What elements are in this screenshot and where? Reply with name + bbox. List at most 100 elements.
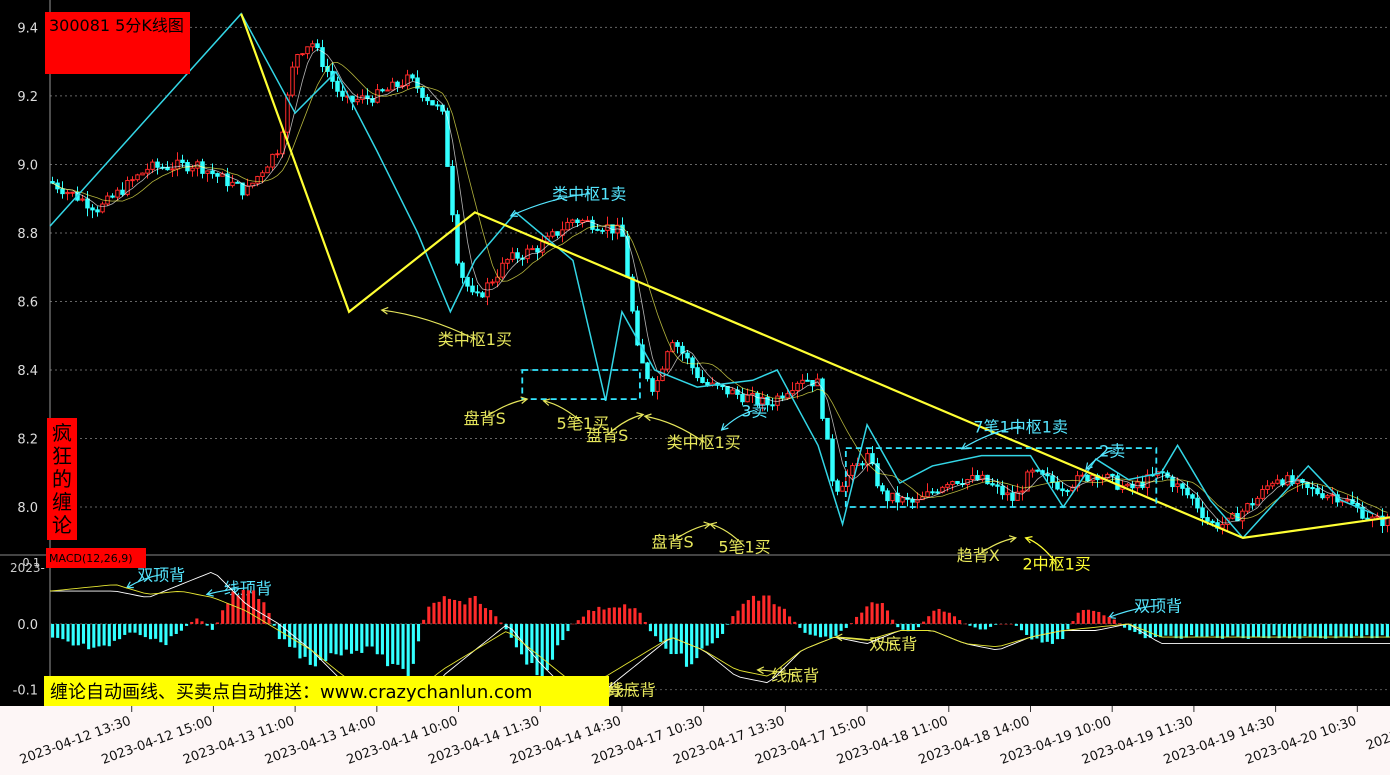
chan-strokes bbox=[49, 12, 1390, 540]
candle-body bbox=[635, 310, 640, 346]
macd-bar bbox=[535, 623, 539, 676]
candle-body bbox=[770, 404, 775, 407]
candle-body bbox=[880, 485, 885, 492]
candle-body bbox=[125, 179, 130, 195]
annotation-label: 盘背S bbox=[652, 532, 694, 551]
macd-bar bbox=[1019, 623, 1024, 631]
candle-body bbox=[655, 380, 660, 392]
candle-body bbox=[650, 378, 655, 392]
annotation-label: 盘背S bbox=[464, 409, 506, 428]
macd-bar bbox=[1329, 623, 1333, 636]
candle-body bbox=[1295, 479, 1300, 485]
annotation-arrow bbox=[961, 425, 1021, 450]
macd-bar bbox=[51, 623, 55, 638]
annotation-label: 双底背 bbox=[869, 635, 917, 654]
candle-body bbox=[720, 384, 725, 388]
macd-bar bbox=[427, 606, 431, 624]
candle-body bbox=[860, 463, 865, 466]
candle-body bbox=[115, 189, 120, 198]
candle-body bbox=[995, 484, 1000, 487]
candle-body bbox=[725, 386, 730, 395]
macd-bar bbox=[875, 603, 879, 624]
candle-body bbox=[205, 170, 210, 174]
candle-body bbox=[180, 159, 185, 163]
macd-bar bbox=[107, 623, 111, 647]
macd-bar bbox=[855, 616, 859, 624]
annotation-label: 5笔1买 bbox=[718, 537, 770, 556]
macd-bar bbox=[1226, 623, 1230, 638]
macd-bar bbox=[1251, 623, 1255, 638]
macd-bar bbox=[1014, 623, 1018, 626]
macd-bar bbox=[607, 607, 611, 624]
macd-bar bbox=[447, 598, 451, 624]
candle-body bbox=[970, 475, 975, 481]
macd-bar bbox=[1220, 623, 1225, 639]
annotation-label: 2中枢1买 bbox=[1022, 555, 1090, 574]
macd-bar bbox=[581, 616, 585, 624]
candle-body bbox=[1365, 517, 1370, 520]
side-label: 疯 狂 的 缠 论 bbox=[52, 421, 72, 537]
candle-body bbox=[830, 438, 835, 482]
macd-bar bbox=[1148, 623, 1152, 638]
macd-bar bbox=[654, 623, 658, 637]
candle-body bbox=[975, 475, 980, 481]
macd-bar bbox=[154, 623, 158, 639]
macd-bar bbox=[303, 623, 307, 657]
candle-body bbox=[305, 46, 310, 55]
candle-body bbox=[690, 357, 695, 369]
macd-bar bbox=[978, 623, 982, 630]
macd-bar bbox=[483, 608, 488, 624]
macd-bar bbox=[1365, 623, 1369, 636]
macd-bar bbox=[1030, 623, 1034, 640]
macd-bar bbox=[1241, 623, 1245, 639]
candle-body bbox=[945, 484, 950, 488]
annotation-arrow bbox=[1025, 537, 1058, 564]
annotation-label: 双顶背 bbox=[137, 566, 185, 585]
candle-body bbox=[495, 276, 500, 283]
macd-bar bbox=[891, 619, 895, 624]
annotation-label: 线顶背 bbox=[224, 579, 272, 598]
macd-bar bbox=[1380, 623, 1384, 636]
candle-body bbox=[645, 362, 650, 380]
macd-bar bbox=[788, 616, 792, 624]
annotation-arrow bbox=[543, 400, 584, 424]
candle-body bbox=[1205, 517, 1210, 522]
macd-bar bbox=[504, 623, 508, 630]
banner-text: 缠论自动画线、买卖点自动推送：www.crazychanlun.com bbox=[50, 682, 532, 703]
candle-body bbox=[565, 221, 570, 231]
macd-bar bbox=[520, 623, 524, 655]
candle-body bbox=[1015, 491, 1020, 501]
candle-body bbox=[430, 100, 435, 106]
annotation-label: 类中枢1买 bbox=[667, 433, 741, 452]
annotation-arrowhead bbox=[205, 589, 214, 597]
candle-body bbox=[990, 483, 995, 486]
candle-body bbox=[675, 342, 680, 347]
macd-tick-label: 0.0 bbox=[17, 618, 38, 633]
candle-body bbox=[50, 181, 55, 184]
macd-bar bbox=[1112, 619, 1116, 624]
candle-body bbox=[410, 74, 415, 79]
macd-bar bbox=[1035, 623, 1039, 639]
candle-body bbox=[630, 276, 635, 312]
macd-bar bbox=[1257, 623, 1261, 637]
candle-body bbox=[355, 98, 360, 103]
macd-bar bbox=[262, 602, 266, 624]
candle-body bbox=[290, 66, 295, 96]
title-box bbox=[45, 12, 190, 74]
candle-body bbox=[1210, 520, 1215, 524]
macd-bar bbox=[1205, 623, 1209, 638]
macd-bar bbox=[458, 600, 462, 624]
macd-bar bbox=[1050, 623, 1054, 644]
macd-bar bbox=[360, 623, 364, 653]
candle-body bbox=[845, 474, 850, 487]
candlesticks bbox=[50, 39, 1390, 535]
annotation-label: 5笔1买 bbox=[557, 414, 609, 433]
candle-body bbox=[325, 65, 330, 72]
macd-bar bbox=[128, 623, 132, 633]
macd-bar bbox=[865, 606, 869, 624]
candle-body bbox=[1060, 488, 1065, 492]
candle-body bbox=[480, 292, 485, 298]
macd-bar bbox=[942, 611, 946, 624]
macd-bar bbox=[1081, 610, 1085, 624]
candle-body bbox=[1125, 483, 1130, 487]
